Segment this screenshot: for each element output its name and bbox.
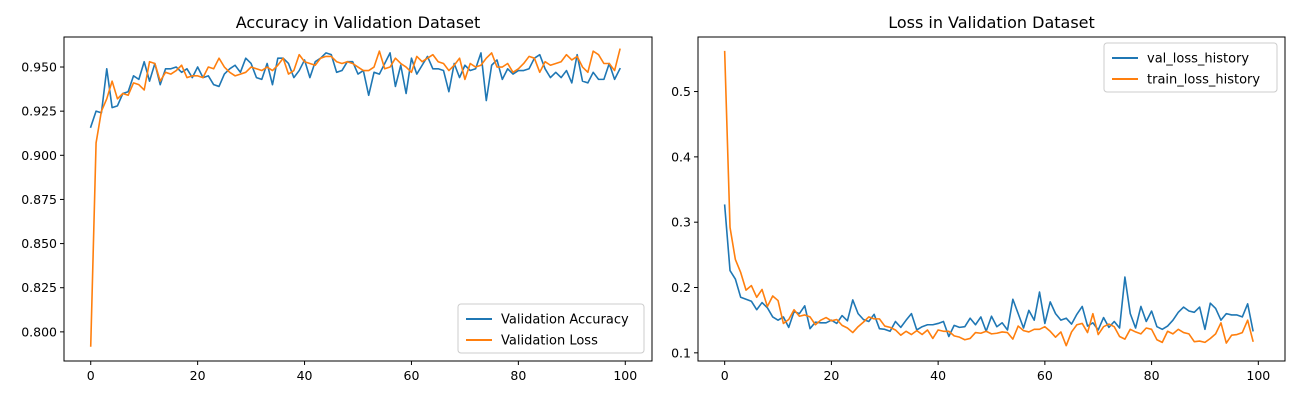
loss-legend-box bbox=[1103, 42, 1278, 93]
loss-y-tick-label: 0.1 bbox=[671, 345, 691, 360]
loss-legend: val_loss_history train_loss_history bbox=[1103, 42, 1278, 93]
accuracy-series-line-0 bbox=[89, 52, 622, 129]
accuracy-x-tick-label: 60 bbox=[404, 368, 420, 383]
accuracy-legend: Validation Accuracy Validation Loss bbox=[457, 303, 645, 354]
loss-y-tick-label: 0.4 bbox=[671, 149, 691, 164]
accuracy-legend-box bbox=[457, 303, 645, 354]
accuracy-y-tick-label: 0.850 bbox=[21, 236, 57, 251]
accuracy-x-tick-label: 40 bbox=[297, 368, 313, 383]
accuracy-x-tick-label: 0 bbox=[87, 368, 95, 383]
accuracy-y-tick-label: 0.925 bbox=[21, 104, 57, 119]
loss-x-tick-label: 100 bbox=[1246, 368, 1270, 383]
accuracy-legend-label-0: Validation Accuracy bbox=[501, 313, 629, 328]
loss-legend-label-1: train_loss_history bbox=[1147, 73, 1260, 88]
accuracy-y-tick-label: 0.950 bbox=[21, 60, 57, 75]
loss-chart: Loss in Validation Dataset 0 20 40 60 80 100 0.… bbox=[671, 13, 1286, 383]
accuracy-x-tick-label: 100 bbox=[613, 368, 637, 383]
accuracy-x-tick-label: 80 bbox=[510, 368, 526, 383]
loss-axes-frame bbox=[697, 36, 1286, 362]
loss-chart-title: Loss in Validation Dataset bbox=[888, 13, 1095, 32]
accuracy-y-tick-label: 0.800 bbox=[21, 324, 57, 339]
loss-x-tick-label: 60 bbox=[1037, 368, 1053, 383]
loss-y-tick-label: 0.2 bbox=[671, 280, 691, 295]
loss-legend-label-0: val_loss_history bbox=[1147, 52, 1249, 67]
accuracy-y-tick-label: 0.825 bbox=[21, 280, 57, 295]
accuracy-y-tick-label: 0.900 bbox=[21, 148, 57, 163]
loss-x-tick-label: 40 bbox=[930, 368, 946, 383]
loss-series-line-0 bbox=[723, 204, 1254, 338]
accuracy-y-tick-label: 0.875 bbox=[21, 192, 57, 207]
accuracy-series-line-1 bbox=[89, 48, 621, 347]
loss-y-tick-label: 0.5 bbox=[671, 84, 691, 99]
accuracy-legend-label-1: Validation Loss bbox=[501, 334, 598, 349]
loss-series-line-1 bbox=[723, 50, 1254, 347]
accuracy-chart: Accuracy in Validation Dataset 0 20 40 60 80 1… bbox=[21, 13, 653, 383]
loss-x-tick-label: 80 bbox=[1144, 368, 1160, 383]
loss-x-tick-label: 0 bbox=[721, 368, 729, 383]
loss-y-tick-label: 0.3 bbox=[671, 215, 691, 230]
accuracy-chart-title: Accuracy in Validation Dataset bbox=[236, 13, 481, 32]
accuracy-x-tick-label: 20 bbox=[190, 368, 206, 383]
loss-x-tick-label: 20 bbox=[823, 368, 839, 383]
